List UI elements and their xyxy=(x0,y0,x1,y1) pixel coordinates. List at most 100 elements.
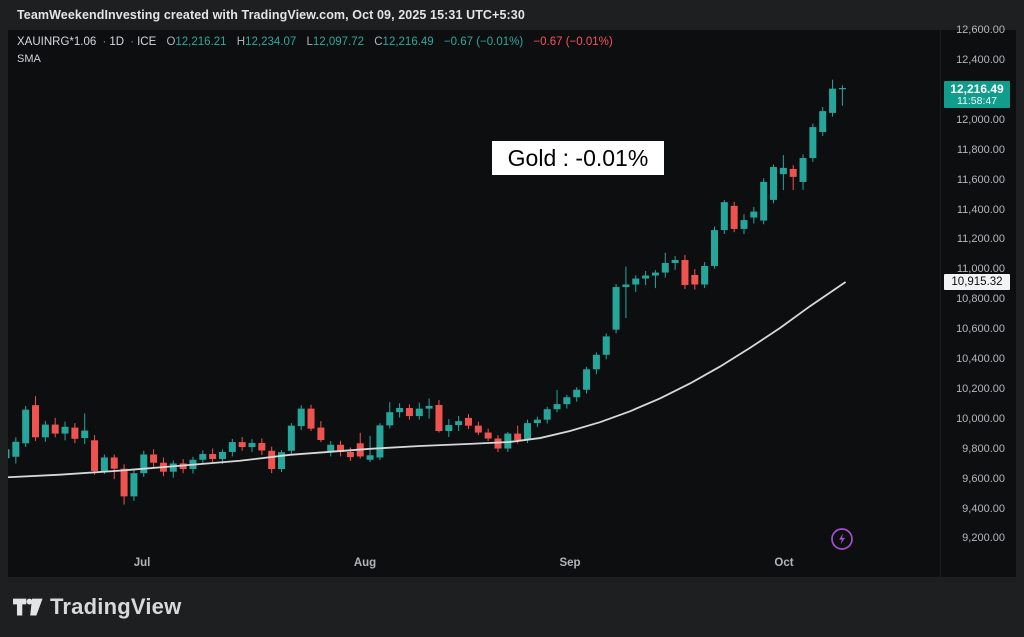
candle xyxy=(838,85,846,106)
candle xyxy=(779,155,787,191)
lightning-icon xyxy=(839,533,845,545)
candle xyxy=(278,450,286,472)
candle xyxy=(632,275,640,292)
candle xyxy=(91,435,99,475)
low-label: L xyxy=(306,36,313,48)
candle xyxy=(543,406,551,424)
candle xyxy=(238,437,246,451)
bar-countdown: 11:58:47 xyxy=(956,95,998,107)
tradingview-wordmark[interactable]: TradingView xyxy=(50,594,182,619)
candle xyxy=(494,435,502,452)
price-tick-label: 11,600.00 xyxy=(956,173,1005,186)
candle xyxy=(307,404,315,432)
candle xyxy=(799,154,807,190)
candle xyxy=(573,387,581,402)
candle xyxy=(474,421,482,436)
annotation-gold-text[interactable]: Gold : -0.01% xyxy=(492,141,664,175)
candle xyxy=(248,439,256,452)
attribution-bar: TeamWeekendInvesting created with Tradin… xyxy=(0,0,1024,30)
price-tick-label: 12,400.00 xyxy=(956,54,1005,67)
candle xyxy=(22,405,30,448)
candle xyxy=(71,423,79,444)
candle xyxy=(209,448,217,463)
open-label: O xyxy=(166,36,176,48)
price-tick-label: 9,400.00 xyxy=(962,502,1005,515)
candle xyxy=(51,417,59,438)
candle xyxy=(327,441,335,457)
low-value: 12,097.72 xyxy=(312,36,365,48)
symbol-title[interactable]: XAUINRG*1.06 xyxy=(17,36,97,48)
sma-legend[interactable]: SMA xyxy=(17,52,41,65)
legend-row: XAUINRG*1.06 · 1D · ICE O12,216.21 H12,234… xyxy=(17,36,613,48)
candle xyxy=(268,446,276,474)
candle xyxy=(297,405,305,431)
candlestick-chart[interactable] xyxy=(8,30,940,577)
candle xyxy=(337,440,345,457)
exchange-label: ICE xyxy=(137,36,157,48)
high-value: 12,234.07 xyxy=(245,36,297,48)
candle xyxy=(750,206,758,224)
price-tick-label: 11,800.00 xyxy=(956,143,1005,156)
candle xyxy=(533,416,541,428)
candle xyxy=(81,413,89,445)
candle xyxy=(740,214,748,234)
candle xyxy=(661,252,669,278)
price-tick-label: 9,200.00 xyxy=(962,532,1005,545)
candle xyxy=(356,432,364,459)
chart-panel: XAUINRG*1.06 · 1D · ICE O12,216.21 H12,234… xyxy=(8,24,1016,577)
close-label: C xyxy=(374,36,383,48)
candle xyxy=(258,438,266,455)
candle xyxy=(789,165,797,191)
candle xyxy=(12,437,20,464)
candle xyxy=(720,200,728,234)
candle xyxy=(8,449,10,459)
time-label-jul: Jul xyxy=(133,557,151,569)
candle xyxy=(199,450,207,465)
candle xyxy=(829,79,837,117)
price-tick-label: 10,800.00 xyxy=(956,293,1005,306)
attribution-text: TeamWeekendInvesting created with Tradin… xyxy=(17,8,525,22)
timeframe-label[interactable]: 1D xyxy=(109,36,125,48)
candle xyxy=(691,269,699,290)
candle xyxy=(681,254,689,290)
candle xyxy=(710,226,718,269)
candle xyxy=(602,333,610,360)
flash-button[interactable] xyxy=(830,527,854,551)
candle xyxy=(386,402,394,429)
candle xyxy=(760,178,768,225)
candle xyxy=(396,403,404,418)
legend-separator: · xyxy=(102,36,107,48)
price-tick-label: 9,800.00 xyxy=(962,442,1005,455)
sma-line[interactable] xyxy=(8,281,846,479)
candle xyxy=(701,262,709,289)
candle xyxy=(32,396,40,442)
candle xyxy=(563,394,571,409)
candle xyxy=(809,123,817,162)
price-axis-border xyxy=(940,30,941,577)
price-tick-label: 10,600.00 xyxy=(956,323,1005,336)
candle xyxy=(140,450,148,477)
candle xyxy=(435,399,443,433)
candle xyxy=(228,438,236,457)
last-price-value: 12,216.49 xyxy=(950,82,1004,96)
time-label-sep: Sep xyxy=(559,557,581,569)
open-value: 12,216.21 xyxy=(175,36,227,48)
candle xyxy=(464,414,472,430)
price-tick-label: 11,000.00 xyxy=(956,263,1005,276)
change-value-primary: −0.67 (−0.01%) xyxy=(443,36,524,48)
price-tick-label: 9,600.00 xyxy=(962,472,1005,485)
candle xyxy=(553,390,561,413)
candle xyxy=(130,470,138,501)
high-label: H xyxy=(236,36,246,48)
tradingview-logo-icon[interactable] xyxy=(13,598,43,617)
time-label-aug: Aug xyxy=(353,557,377,569)
change-value-secondary: −0.67 (−0.01%) xyxy=(533,36,613,48)
footer-bar: TradingView xyxy=(0,577,1024,637)
candle xyxy=(612,284,620,334)
price-tick-label: 12,600.00 xyxy=(956,24,1005,37)
price-tick-label: 11,200.00 xyxy=(956,233,1005,246)
candle xyxy=(445,419,453,438)
sma-value-badge: 10,915.32 xyxy=(944,274,1010,290)
time-label-oct: Oct xyxy=(774,557,794,569)
last-price-badge: 12,216.49 11:58:47 xyxy=(944,81,1010,108)
